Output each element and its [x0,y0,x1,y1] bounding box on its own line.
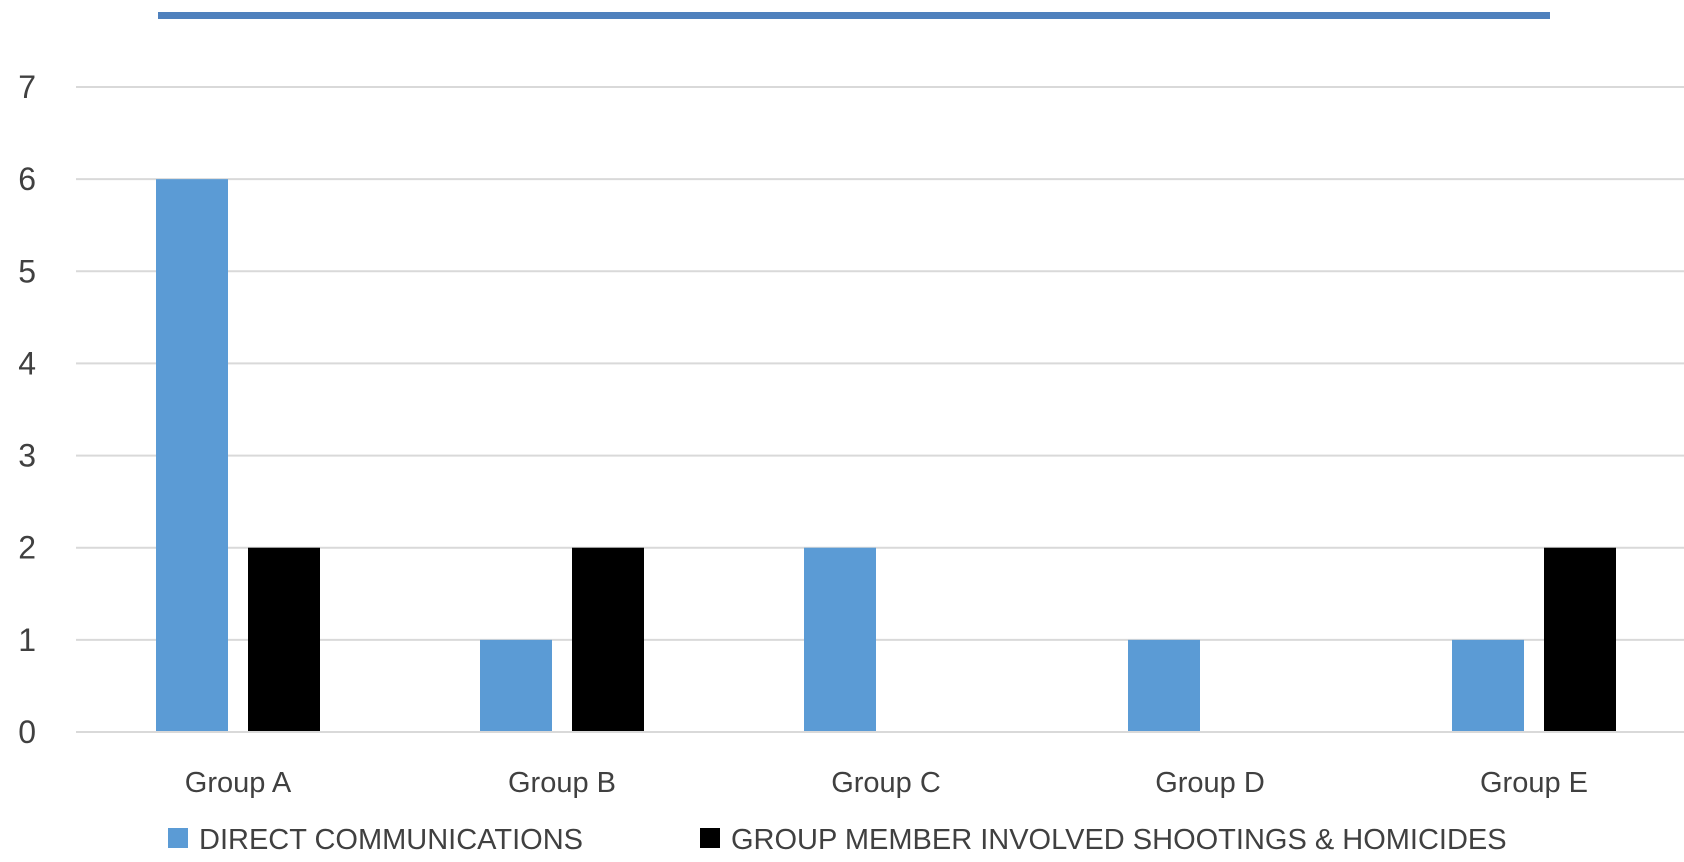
bar-group-c-series-1 [804,547,876,732]
bar-group-d-series-1 [1128,639,1200,732]
gridlines [76,86,1684,733]
bar-group-e-series-2 [1544,547,1616,732]
y-tick-label: 3 [18,438,36,474]
legend-swatch [168,828,188,848]
title-bar [158,12,1550,19]
y-tick-label: 7 [18,69,36,105]
y-tick-label: 5 [18,253,36,289]
bar-group-e-series-1 [1452,639,1524,732]
x-tick-label: Group C [831,767,941,799]
bars [76,179,1684,733]
x-tick-label: Group A [185,767,292,799]
x-tick-label: Group D [1155,767,1265,799]
legend: DIRECT COMMUNICATIONS GROUP MEMBER INVOLV… [168,824,1507,856]
x-axis-categories: Group A Group B Group C Group D Group E [185,767,1588,799]
bar-group-b-series-1 [480,639,552,732]
bar-group-a-series-2 [248,547,320,732]
legend-label: GROUP MEMBER INVOLVED SHOOTINGS & HOMICI… [731,824,1507,856]
y-axis-ticks: 0 1 2 3 4 5 6 7 [18,69,36,750]
bar-group-a-series-1 [156,179,228,733]
y-tick-label: 0 [18,714,36,750]
y-tick-label: 2 [18,530,36,566]
bar-group-b-series-2 [572,547,644,732]
x-tick-label: Group E [1480,767,1588,799]
y-tick-label: 4 [18,345,36,381]
legend-swatch [700,828,720,848]
x-tick-label: Group B [508,767,616,799]
y-tick-label: 6 [18,161,36,197]
y-tick-label: 1 [18,622,36,658]
legend-label: DIRECT COMMUNICATIONS [199,824,583,856]
